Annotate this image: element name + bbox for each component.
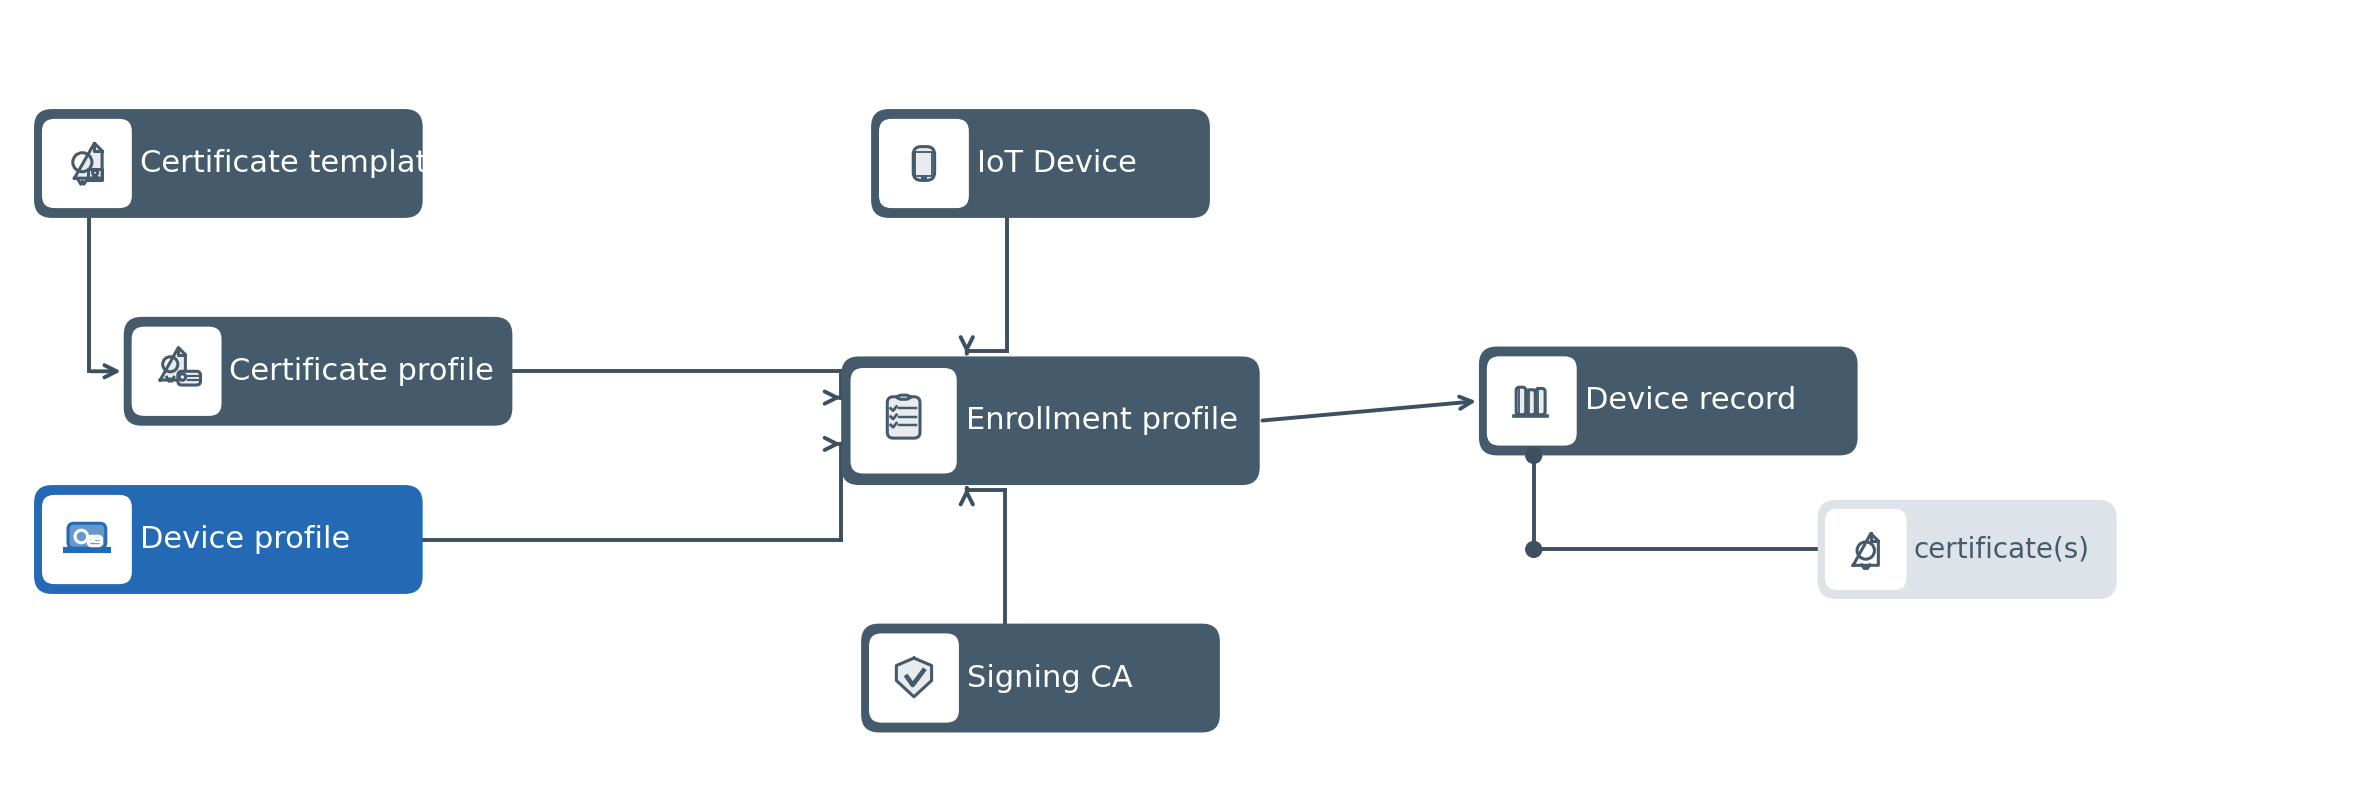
Polygon shape xyxy=(161,348,184,380)
FancyBboxPatch shape xyxy=(898,395,910,400)
Text: Certificate profile: Certificate profile xyxy=(229,357,494,386)
FancyBboxPatch shape xyxy=(1824,509,1907,590)
FancyBboxPatch shape xyxy=(43,119,132,208)
FancyBboxPatch shape xyxy=(43,495,132,584)
Polygon shape xyxy=(76,143,102,178)
FancyBboxPatch shape xyxy=(870,634,959,723)
FancyBboxPatch shape xyxy=(912,146,936,181)
FancyBboxPatch shape xyxy=(132,326,222,416)
FancyBboxPatch shape xyxy=(1479,346,1857,455)
FancyBboxPatch shape xyxy=(177,371,201,385)
FancyBboxPatch shape xyxy=(1517,387,1526,415)
FancyBboxPatch shape xyxy=(841,357,1259,485)
Circle shape xyxy=(1526,447,1541,463)
FancyBboxPatch shape xyxy=(123,317,513,426)
FancyBboxPatch shape xyxy=(33,109,423,218)
Text: Signing CA: Signing CA xyxy=(966,664,1132,693)
Circle shape xyxy=(1526,541,1541,557)
FancyBboxPatch shape xyxy=(69,523,106,548)
Text: Device profile: Device profile xyxy=(139,525,350,554)
FancyBboxPatch shape xyxy=(879,119,969,208)
Text: Device record: Device record xyxy=(1586,387,1796,416)
Text: Certificate template: Certificate template xyxy=(139,149,447,178)
Text: certificate(s): certificate(s) xyxy=(1914,536,2089,564)
FancyBboxPatch shape xyxy=(1536,388,1545,415)
FancyBboxPatch shape xyxy=(872,109,1210,218)
Text: Enrollment profile: Enrollment profile xyxy=(966,406,1238,435)
FancyBboxPatch shape xyxy=(860,623,1219,732)
FancyBboxPatch shape xyxy=(33,485,423,594)
FancyBboxPatch shape xyxy=(1486,357,1576,446)
FancyBboxPatch shape xyxy=(851,368,957,474)
FancyBboxPatch shape xyxy=(1526,390,1536,415)
Polygon shape xyxy=(896,658,931,696)
FancyBboxPatch shape xyxy=(886,396,919,438)
Text: IoT Device: IoT Device xyxy=(976,149,1137,178)
FancyBboxPatch shape xyxy=(1817,500,2117,599)
Polygon shape xyxy=(1853,533,1879,565)
